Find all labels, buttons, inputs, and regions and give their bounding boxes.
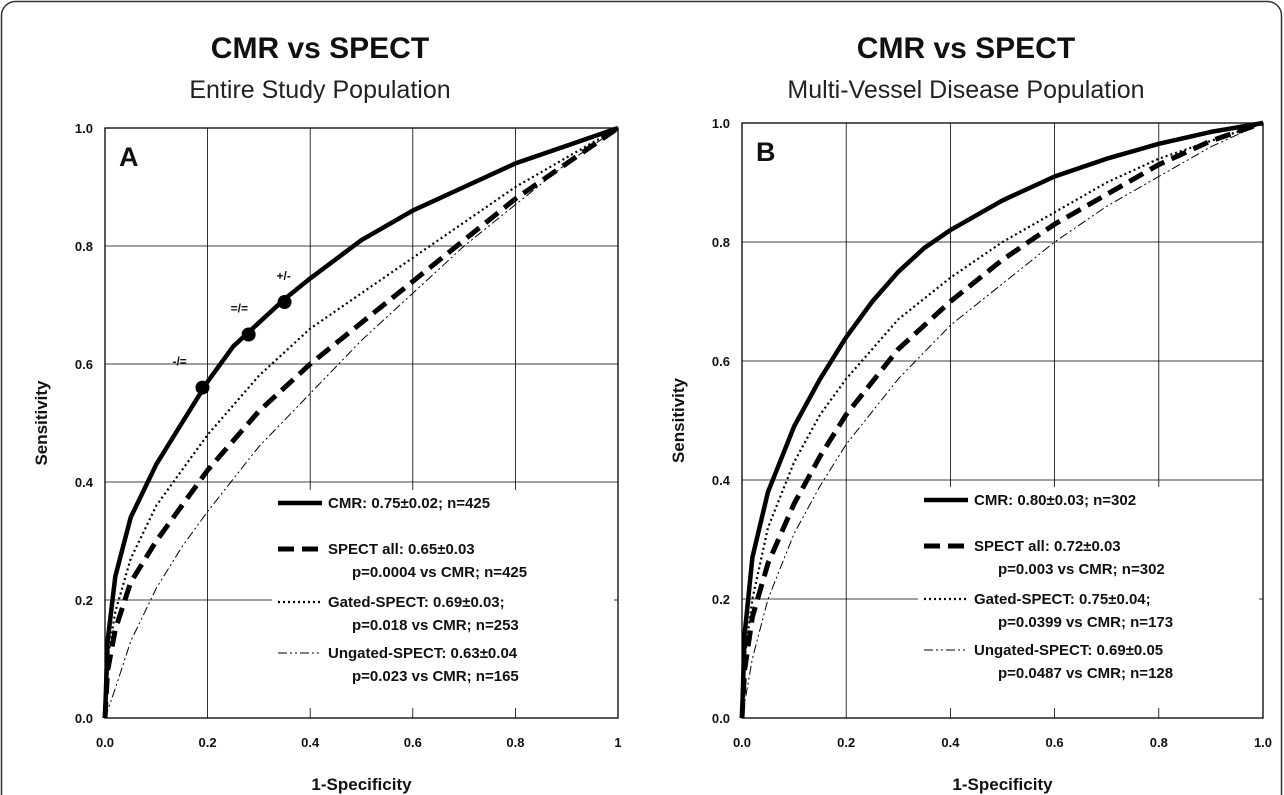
legend-background xyxy=(918,487,1259,708)
legend-entry: SPECT all: 0.72±0.03 xyxy=(974,538,1121,555)
legend-entry: CMR: 0.80±0.03; n=302 xyxy=(974,492,1136,509)
y-tick-label: 0.6 xyxy=(712,354,730,369)
y-tick-label: 1.0 xyxy=(75,121,93,136)
y-tick-label: 0.0 xyxy=(75,711,93,726)
x-tick-label: 0.6 xyxy=(404,735,422,750)
y-axis-label: Sensitivity xyxy=(32,380,51,466)
legend-entry: CMR: 0.75±0.02; n=425 xyxy=(328,495,490,512)
roc-curve-dashdot-thin xyxy=(104,127,619,719)
legend-entry: Gated-SPECT: 0.75±0.04; xyxy=(974,591,1151,608)
operating-point-label: +/- xyxy=(277,269,291,283)
x-tick-label: 0.0 xyxy=(96,735,114,750)
legend-entry: Ungated-SPECT: 0.63±0.04 xyxy=(328,645,518,662)
legend-entry-detail: p=0.018 vs CMR; n=253 xyxy=(352,617,519,634)
x-tick-label: 1 xyxy=(614,735,621,750)
x-tick-label: 0.4 xyxy=(301,735,320,750)
chart-title: CMR vs SPECT xyxy=(211,32,429,65)
operating-point-marker xyxy=(241,327,256,342)
y-tick-label: 0.8 xyxy=(712,235,730,250)
y-tick-label: 0.4 xyxy=(75,475,94,490)
y-tick-label: 0.2 xyxy=(75,593,93,608)
legend-entry: Gated-SPECT: 0.69±0.03; xyxy=(328,594,505,611)
chart-panel-b: CMR vs SPECT Multi-Vessel Disease Populat… xyxy=(669,32,1272,794)
y-tick-label: 0.0 xyxy=(712,711,730,726)
y-tick-label: 0.2 xyxy=(712,592,730,607)
legend-entry-detail: p=0.0004 vs CMR; n=425 xyxy=(352,564,527,581)
roc-curve-solid-thick xyxy=(739,120,1264,719)
y-axis-label: Sensitivity xyxy=(669,377,688,463)
x-tick-label: 0.0 xyxy=(733,735,751,750)
y-tick-label: 0.6 xyxy=(75,357,93,372)
operating-point-marker xyxy=(277,295,292,310)
operating-point-marker xyxy=(195,380,210,395)
roc-curve-dotted xyxy=(740,121,1264,719)
chart-subtitle: Multi-Vessel Disease Population xyxy=(787,76,1144,104)
legend-entry-detail: p=0.003 vs CMR; n=302 xyxy=(998,561,1165,578)
roc-curve-dashdot-thin xyxy=(741,122,1264,719)
legend-background xyxy=(272,490,614,708)
panel-letter: B xyxy=(756,137,776,167)
x-axis-label: 1-Specificity xyxy=(311,775,412,794)
y-tick-label: 1.0 xyxy=(712,116,730,131)
x-tick-label: 0.6 xyxy=(1046,735,1064,750)
roc-curve-dashed-thick xyxy=(102,125,620,719)
panel-letter: A xyxy=(119,142,139,172)
legend-entry-detail: p=0.0399 vs CMR; n=173 xyxy=(998,614,1173,631)
chart-subtitle: Entire Study Population xyxy=(189,76,450,104)
roc-curve-solid-thick xyxy=(102,125,619,719)
x-tick-label: 0.8 xyxy=(506,735,524,750)
operating-point-label: =/= xyxy=(231,302,248,316)
y-tick-label: 0.4 xyxy=(712,473,731,488)
x-tick-label: 0.2 xyxy=(837,735,855,750)
legend-entry-detail: p=0.0487 vs CMR; n=128 xyxy=(998,665,1173,682)
legend-entry: SPECT all: 0.65±0.03 xyxy=(328,541,475,558)
roc-curve-dashed-thick xyxy=(739,120,1264,719)
x-axis-label: 1-Specificity xyxy=(952,775,1053,794)
legend-entry: Ungated-SPECT: 0.69±0.05 xyxy=(974,642,1163,659)
chart-title: CMR vs SPECT xyxy=(857,32,1075,65)
roc-curve-dotted xyxy=(103,127,619,719)
x-tick-label: 0.2 xyxy=(199,735,217,750)
legend-entry-detail: p=0.023 vs CMR; n=165 xyxy=(352,668,519,685)
x-tick-label: 0.8 xyxy=(1150,735,1168,750)
x-tick-label: 0.4 xyxy=(941,735,960,750)
y-tick-label: 0.8 xyxy=(75,239,93,254)
operating-point-label: -/= xyxy=(172,355,186,369)
x-tick-label: 1.0 xyxy=(1254,735,1272,750)
